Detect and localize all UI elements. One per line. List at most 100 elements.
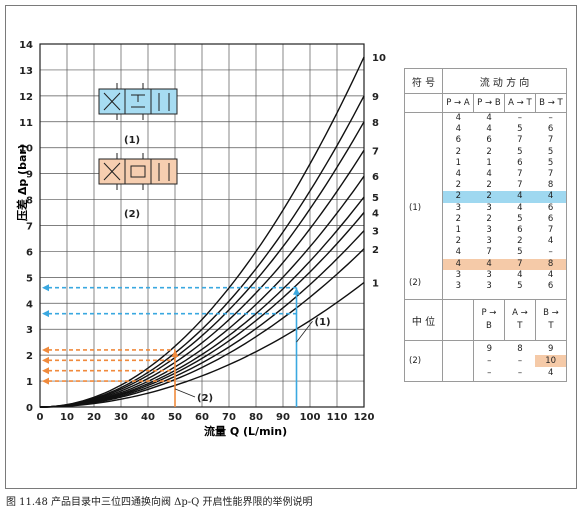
table-cell: 4 [455, 113, 462, 123]
x-tick-label: 100 [300, 412, 321, 423]
table-cell: 3 [455, 202, 462, 213]
x-tick-label: 120 [354, 412, 375, 423]
table-cell: 2 [486, 180, 492, 191]
annotation-arrow-up [293, 287, 300, 295]
mid-cell: 8 [517, 344, 523, 354]
table-cell: 7 [547, 135, 554, 146]
table-cell: 6 [517, 225, 523, 236]
curve-9 [39, 95, 365, 408]
table-cell: 7 [517, 169, 523, 180]
x-tick-label: 110 [327, 412, 348, 423]
table-header-flow: 流 动 方 向 [442, 68, 567, 94]
table-cell: 4 [547, 269, 554, 280]
table-cell: 6 [455, 135, 462, 146]
x-tick-label: 30 [114, 412, 128, 423]
table-cell: 8 [547, 180, 554, 191]
curve-label-9: 9 [372, 92, 379, 103]
table-cell: 7 [517, 180, 523, 191]
annotation-leader [296, 320, 313, 343]
x-tick-label: 40 [141, 412, 155, 423]
annotation-arrow-left [42, 310, 49, 318]
table-cell: 3 [486, 281, 492, 292]
table-row: 3 3 5 6 [443, 281, 566, 292]
curve-label-8: 8 [372, 118, 379, 129]
x-tick-label: 20 [87, 412, 101, 423]
x-tick-label: 10 [60, 412, 74, 423]
table-cell: 5 [517, 213, 523, 224]
y-tick-label: 9 [26, 170, 33, 181]
table-cell: 3 [486, 269, 492, 280]
table-cell: 7 [547, 225, 554, 236]
curve-7 [39, 149, 365, 408]
mid-row: 9 8 9 [474, 343, 566, 355]
table-cell: 6 [547, 202, 554, 213]
table-cell: 7 [517, 258, 523, 269]
curve-label-2: 2 [372, 245, 379, 256]
mid-cell: 10 [535, 355, 566, 367]
col-a-t: A → T [503, 93, 536, 113]
y-axis-label: 压差 Δp (bar) [15, 144, 29, 221]
table-cell: 3 [486, 236, 492, 247]
table-cell: 2 [486, 191, 492, 202]
chart-grid [39, 43, 365, 408]
table-row: 3 3 4 6 [443, 203, 566, 214]
table-cell: 4 [455, 247, 462, 258]
table-cell: 1 [486, 157, 492, 168]
annotation-arrow-up [171, 349, 179, 357]
curve-label-5: 5 [372, 193, 379, 204]
mid-col-a-t: A → T [503, 299, 536, 341]
y-tick-label: 13 [19, 66, 33, 77]
table-cell: 2 [455, 146, 462, 157]
table-cell: 2 [486, 213, 492, 224]
y-tick-label: 2 [26, 351, 33, 362]
table-row: 2 2 5 6 [443, 214, 566, 225]
curve-label-3: 3 [372, 227, 379, 238]
table-cell: – [548, 113, 553, 123]
curve-label-10: 10 [372, 53, 386, 64]
table-row: 4 4 7 8 [443, 258, 566, 270]
curve-label-6: 6 [372, 172, 379, 183]
annotation-arrow-left [42, 367, 49, 375]
table-row: 4 4 – – [443, 113, 566, 124]
table-cell: 5 [517, 281, 523, 292]
mid-cell: 4 [547, 368, 554, 378]
chart-axes: 0 10 20 30 40 50 60 70 80 90 100 110 120012345678910… [19, 40, 374, 423]
mid-symbol: (2) [404, 340, 443, 382]
x-tick-label: 90 [276, 412, 290, 423]
annotation-arrow-left [42, 377, 49, 385]
table-cell: 2 [455, 180, 462, 191]
annotation-arrow-left [42, 284, 49, 292]
col-p-a: P → A [442, 93, 474, 113]
annotation-arrow-left [42, 356, 49, 364]
annotation-leader [174, 388, 196, 398]
table-row: 4 7 5 – [443, 247, 566, 258]
flow-rows: 4 4– –4 4 5 6 6 6 7 7 2 2 5 5 1 1 6 5 4 4 7 7 2 2 7 8 2 2 4 4 3 3 4 6 2 2 5 6… [443, 113, 566, 292]
mid-cell: – [517, 368, 523, 378]
y-tick-label: 5 [26, 273, 33, 284]
table-cell: 3 [486, 225, 492, 236]
valve-symbol-2 [98, 153, 178, 190]
mid-cell: 9 [486, 344, 492, 354]
table-header-symbol: 符 号 [404, 68, 443, 94]
table-cell: 5 [517, 146, 523, 157]
table-cell: 4 [517, 269, 523, 280]
table-cell: – [517, 113, 522, 123]
mid-col-p-b: P → B [472, 299, 505, 341]
table-cell: 4 [486, 258, 492, 269]
table-cell: 4 [455, 169, 462, 180]
table-row: 3 3 4 4 [443, 270, 566, 281]
table-cell: 6 [547, 213, 554, 224]
y-tick-label: 12 [19, 92, 33, 103]
mid-cell: – [487, 368, 492, 378]
mid-rows: 9 8 9 – – 10 – – 4 [474, 343, 566, 379]
valve-symbol-1 [98, 83, 178, 120]
x-tick-label: 60 [195, 412, 209, 423]
figure-frame: 0 10 20 30 40 50 60 70 80 90 100 110 120 0 1 2 3 4 5 6 7 8 9 10… [5, 5, 577, 489]
y-tick-label: 11 [19, 118, 33, 129]
table-cell: – [548, 247, 553, 258]
y-tick-label: 4 [26, 299, 33, 310]
mid-cell: 9 [547, 344, 554, 354]
table-row: 2 3 2 4 [443, 236, 566, 247]
table-row: 1 3 6 7 [443, 225, 566, 236]
col-p-b: P → B [472, 93, 505, 113]
